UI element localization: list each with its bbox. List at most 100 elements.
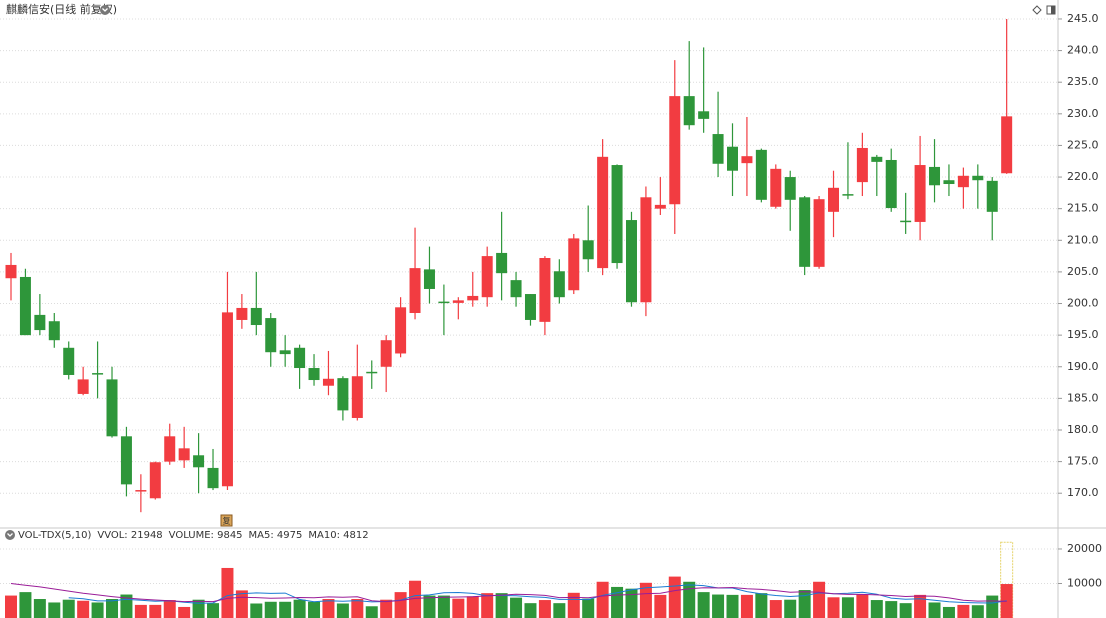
volume-bar xyxy=(582,598,595,618)
volume-bar xyxy=(784,599,797,618)
volume-bar xyxy=(19,592,32,618)
candle-body xyxy=(221,312,233,487)
diamond-icon[interactable] xyxy=(1032,5,1042,15)
volume-bar xyxy=(899,603,912,618)
candle-body xyxy=(1001,116,1013,174)
volume-bar xyxy=(639,582,652,618)
candle-body xyxy=(784,177,796,200)
candle-body xyxy=(553,271,565,298)
candle-body xyxy=(92,373,104,375)
candle-body xyxy=(510,280,522,298)
candle-body xyxy=(929,166,941,186)
y-tick-label: 245.0 xyxy=(1067,12,1099,25)
volume-bar xyxy=(394,592,407,618)
candle-body xyxy=(19,276,31,336)
y-tick-label: 195.0 xyxy=(1067,328,1099,341)
volume-bar xyxy=(495,593,508,618)
candle-body xyxy=(481,256,493,298)
candle-body xyxy=(957,175,969,188)
volume-bar xyxy=(712,594,725,618)
candle-body xyxy=(366,371,378,374)
volume-bar xyxy=(336,603,349,618)
y-tick-label: 180.0 xyxy=(1067,423,1099,436)
legend-entry: VVOL: 21948 xyxy=(97,530,162,541)
candle-body xyxy=(380,340,392,367)
volume-bar xyxy=(163,600,176,618)
volume-bar xyxy=(726,594,739,618)
candle-body xyxy=(568,238,580,291)
volume-bar xyxy=(928,602,941,618)
volume-bar xyxy=(106,599,119,618)
volume-bar xyxy=(510,597,523,618)
volume-bar xyxy=(437,595,450,618)
volume-menu-icon[interactable] xyxy=(5,530,15,540)
candle-body xyxy=(813,199,825,267)
volume-bar xyxy=(885,601,898,618)
candle-body xyxy=(265,318,277,353)
y-tick-label: 205.0 xyxy=(1067,265,1099,278)
volume-bar xyxy=(77,600,90,618)
y-tick-label: 230.0 xyxy=(1067,107,1099,120)
volume-bar xyxy=(971,605,984,618)
candle-body xyxy=(828,187,840,212)
ma-line xyxy=(10,583,1007,603)
volume-bar xyxy=(380,599,393,618)
volume-bar xyxy=(553,603,566,618)
volume-bar xyxy=(986,595,999,618)
volume-bar xyxy=(120,594,133,618)
legend-entry: VOLUME: 9845 xyxy=(169,530,243,541)
volume-bar xyxy=(250,603,263,618)
candle-body xyxy=(48,321,60,341)
candle-body xyxy=(351,376,363,418)
chart-title: 麒麟信安(日线 前复权) xyxy=(6,2,117,16)
volume-bar xyxy=(596,581,609,618)
candle-body xyxy=(842,194,854,196)
volume-bar xyxy=(466,596,479,618)
y-tick-label: 170.0 xyxy=(1067,486,1099,499)
volume-bar xyxy=(5,595,17,618)
candle-body xyxy=(856,147,868,183)
volume-bar xyxy=(827,597,840,618)
volume-bar xyxy=(957,604,970,618)
volume-bar xyxy=(841,597,854,618)
candle-body xyxy=(871,156,883,162)
volume-bar xyxy=(207,603,220,618)
volume-bar xyxy=(524,603,537,618)
volume-bar xyxy=(279,601,292,618)
candle-body xyxy=(164,436,176,462)
candle-body xyxy=(467,295,479,301)
title-menu-icon[interactable] xyxy=(100,5,110,15)
candle-body xyxy=(250,307,262,326)
y-tick-label: 190.0 xyxy=(1067,360,1099,373)
y-tick-label: 185.0 xyxy=(1067,391,1099,404)
candle-body xyxy=(986,180,998,212)
candle-body xyxy=(106,379,118,437)
y-tick-label: 10000 xyxy=(1067,576,1102,589)
candle-body xyxy=(582,240,594,260)
volume-bar xyxy=(293,599,306,618)
legend-entry: MA5: 4975 xyxy=(249,530,303,541)
candle-body xyxy=(63,347,75,375)
y-tick-label: 220.0 xyxy=(1067,170,1099,183)
y-tick-label: 200.0 xyxy=(1067,297,1099,310)
y-tick-label: 235.0 xyxy=(1067,75,1099,88)
candle-body xyxy=(885,159,897,209)
candle-body xyxy=(120,436,132,485)
layout-icon-fill xyxy=(1051,6,1055,14)
volume-bar xyxy=(683,581,696,618)
candle-body xyxy=(625,220,637,303)
title-menu-arrow xyxy=(102,8,108,12)
volume-bar xyxy=(625,588,638,618)
candle-body xyxy=(452,300,464,303)
legend-entry: MA10: 4812 xyxy=(308,530,368,541)
volume-bar xyxy=(538,600,551,618)
volume-bar xyxy=(769,600,782,618)
candle-body xyxy=(943,180,955,185)
candle-body xyxy=(741,156,753,164)
volume-bar xyxy=(654,594,667,618)
event-icon-label: 复 xyxy=(223,516,231,526)
event-icon[interactable] xyxy=(220,514,233,527)
volume-bar xyxy=(697,592,710,618)
candle-body xyxy=(279,350,291,355)
